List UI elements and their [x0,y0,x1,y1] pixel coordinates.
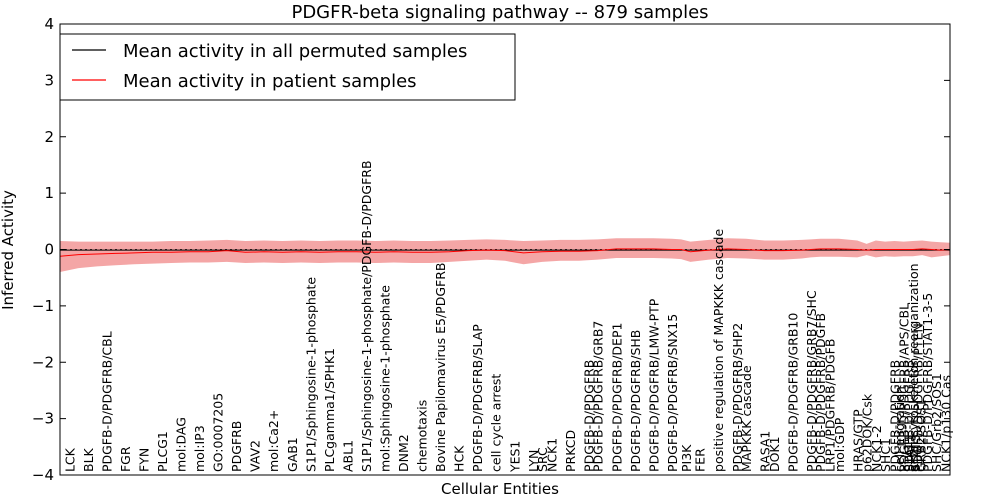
x-tick-label: STAT5 [901,434,916,472]
x-tick-label: PDGFB-D/PDGFRB [901,360,916,472]
x-tick-label: FER [693,448,708,472]
x-tick-label: MAPKKK cascade [739,365,754,472]
x-tick-label: cell cycle arrest [489,374,504,472]
x-tick-label: PDGFB-D/PDGFRB/PDGFB [813,313,828,472]
legend-label-permuted: Mean activity in all permuted samples [123,41,467,62]
x-tick-label: p62DOK/Csk [860,393,875,472]
x-tick-label: mol:GDP [832,417,847,472]
chart-title: PDGFR-beta signaling pathway -- 879 samp… [291,2,708,23]
x-tick-label: PDGFB-D/PDGFRB/SHP2 [730,323,745,472]
x-tick-label: FGR [118,446,133,472]
x-tick-label: PDGFRB [229,421,244,472]
x-tick-label: PDGFB-D/PDGFRB/STAT1-3-5 [920,293,935,472]
x-tick-label: PDGFB-D/PDGFRB [887,360,902,472]
x-tick-label: GO:0007205 [211,393,226,472]
y-tick-label: 4 [44,15,54,33]
y-tick-label: −1 [32,297,54,315]
x-tick-label: BLK [81,447,96,472]
x-tick-label: NCK1/p130 Cas [938,375,953,472]
x-tick-label: PDGFB-D/PDGFRB [581,360,596,472]
series-band-patient [60,238,950,272]
x-tick-label: FYN [136,448,151,472]
x-tick-label: PDGFB-D/PDGFRB/APS/CBL [897,303,912,472]
legend-label-patient: Mean activity in patient samples [123,71,417,92]
x-tick-label: PLCgamma1/SPHK1 [322,348,337,472]
y-tick-label: 2 [44,128,54,146]
x-tick-label: SRC [535,447,550,472]
x-tick-label: PDGFB-D/PDGFRB/PTEN [911,323,926,472]
x-tick-label: cell migration [892,386,907,472]
x-tick-label: PDGFB-D/PDGFRB/CBL [99,331,114,472]
x-tick-label: Bovine Papilomavirus E5/PDGFRB [433,263,448,472]
legend: Mean activity in all permuted samples Me… [59,33,516,101]
plot-area [59,238,951,272]
x-tick-label: mol:Sphingosine-1-phosphate [378,285,393,472]
x-tick-label: ABL1 [340,440,355,472]
y-tick-label: −2 [32,353,54,371]
x-tick-label: PDGFB-D/PDGFRB/GRB7/SHC [804,290,819,472]
x-tick-label: PDGFB-D/PDGFRB/SHB [628,330,643,472]
x-tick-label: PDGFB-D/PDGFRB/SNX15 [665,314,680,472]
x-axis: LCK BLK PDGFB-D/PDGFRB/CBL FGR FYN PLCG1 mol:D… [62,160,953,473]
x-tick-label: chemotaxis [415,400,430,472]
y-tick-label: −3 [32,410,54,428]
x-tick-label: positive regulation of MAPKKK cascade [711,229,726,472]
x-tick-label: SHC1 [878,438,893,472]
x-tick-label: LRP1/PDGFRB/PDGFB [823,339,838,472]
x-tick-label: DNM2 [396,434,411,472]
y-tick-label: 1 [44,184,54,202]
x-tick-label: LCK [62,447,77,472]
x-tick-label: STAT3 [908,434,923,472]
x-tick-label: YES1 [507,441,522,473]
x-tick-label: HCK [452,445,467,472]
x-tick-label: PI3K [679,444,694,472]
legend-box [59,33,516,101]
x-tick-label: PDGFB-D/PDGFRB/GRB10 [785,313,800,472]
x-tick-label: HRAS/GTP [850,409,865,472]
x-tick-label: S1P1/Sphingosine-1-phosphate/PDGFB-D/PDG… [359,160,374,472]
x-axis-label: Cellular Entities [441,480,559,498]
series-line-patient [59,248,951,257]
x-tick-label: mol:Ca2+ [266,410,281,472]
x-tick-label: STAT1 [901,434,916,472]
x-tick-label: mol:DAG [174,417,189,472]
y-tick-label: 3 [44,71,54,89]
y-tick-label: −4 [32,466,54,484]
x-tick-label: PLCG1 [155,431,170,472]
x-tick-label: PDGFB-D/PDGFRB/SLAP [470,324,485,472]
x-tick-label: S1P1/Sphingosine-1-phosphate [303,277,318,472]
x-tick-label: NCK1 [544,438,559,472]
x-tick-label: PDGFB-D/PDGFRB/GRB7 [591,321,606,472]
x-tick-label: VAV2 [248,440,263,472]
y-tick-label: 0 [44,241,54,259]
x-tick-label: NCK1-2 [869,425,884,472]
x-tick-label: PDGFB-D/PDGFRB/LMW-PTP [646,298,661,472]
y-axis-label: Inferred Activity [0,190,17,310]
x-tick-label: DOK1 [767,436,782,472]
x-tick-label: actin cytoskeleton reorganization [906,263,921,472]
x-tick-label: mol:IP3 [192,425,207,472]
x-tick-label: PDGFB-D/PDGFRB/DEP1 [609,323,624,473]
x-tick-label: GRB2/SOS1 [913,399,928,472]
y-axis: −4 −3 −2 −1 0 1 2 3 4 [32,15,950,484]
x-tick-label: PRKCD [563,430,578,472]
x-tick-label: SHC/Grb2/SOS1 [929,373,944,472]
x-tick-label: GAB1 [285,437,300,472]
x-tick-label: RASA1 [758,431,773,472]
x-tick-label: LYN [526,450,541,472]
